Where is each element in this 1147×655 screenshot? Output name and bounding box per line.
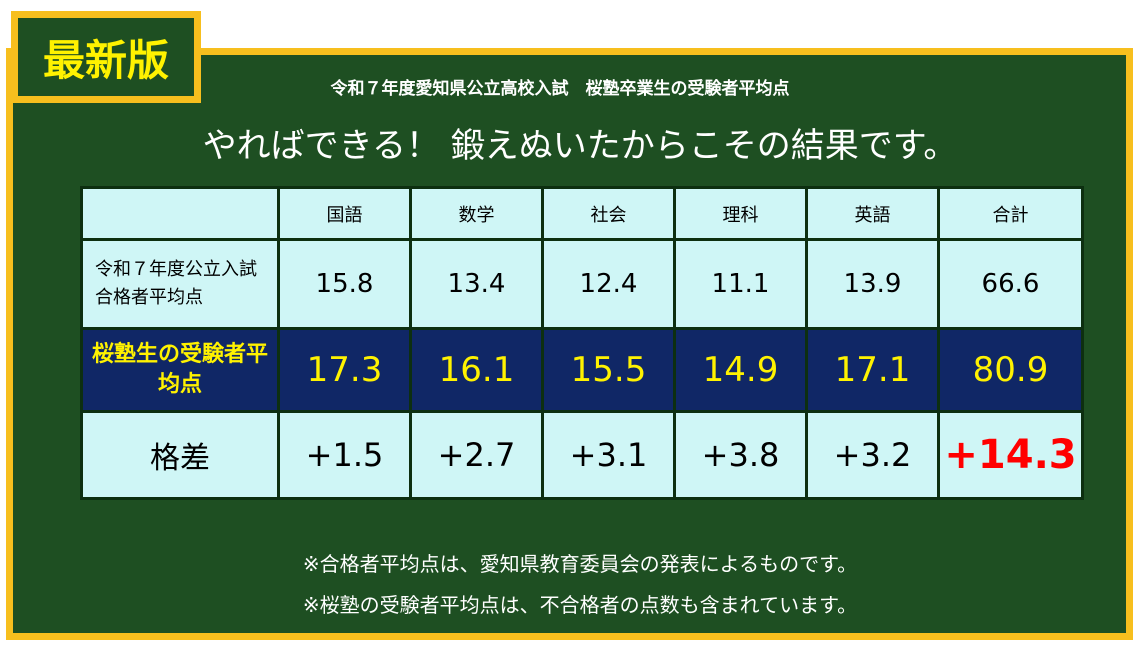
footnote-juku-average: ※桜塾の受験者平均点は、不合格者の点数も含まれています。	[302, 593, 858, 617]
diff-cell: +1.5	[277, 410, 412, 500]
score-cell: 13.4	[409, 238, 544, 330]
table-row-difference: 格差 +1.5 +2.7 +3.1 +3.8 +3.2 +14.3	[80, 410, 1084, 500]
score-cell: 11.1	[673, 238, 808, 330]
score-cell: 15.5	[541, 327, 676, 413]
header-english: 英語	[805, 186, 940, 241]
total-cell: 66.6	[937, 238, 1084, 330]
header-science: 理科	[673, 186, 808, 241]
table-row-juku-average: 桜塾生の受験者平均点 17.3 16.1 15.5 14.9 17.1 80.9	[80, 327, 1084, 413]
row-label: 桜塾生の受験者平均点	[80, 327, 280, 413]
diff-cell: +3.8	[673, 410, 808, 500]
score-cell: 12.4	[541, 238, 676, 330]
diff-cell: +3.2	[805, 410, 940, 500]
page-headline: やればできる！ 鍛えぬいたからこその結果です。	[202, 126, 958, 166]
table-row-passer-average: 令和７年度公立入試 合格者平均点 15.8 13.4 12.4 11.1 13.…	[80, 238, 1084, 330]
header-total: 合計	[937, 186, 1084, 241]
header-corner-cell	[80, 186, 280, 241]
score-cell: 16.1	[409, 327, 544, 413]
diff-cell: +2.7	[409, 410, 544, 500]
row-label: 令和７年度公立入試 合格者平均点	[80, 238, 280, 330]
page-subtitle: 令和７年度愛知県公立高校入試 桜塾卒業生の受験者平均点	[330, 79, 790, 99]
score-cell: 14.9	[673, 327, 808, 413]
latest-edition-badge: 最新版	[11, 11, 201, 103]
row-label: 格差	[80, 410, 280, 500]
table-header-row: 国語 数学 社会 理科 英語 合計	[80, 186, 1084, 241]
score-table: 国語 数学 社会 理科 英語 合計 令和７年度公立入試 合格者平均点 15.8 …	[80, 186, 1084, 500]
diff-cell: +3.1	[541, 410, 676, 500]
header-social: 社会	[541, 186, 676, 241]
score-cell: 17.1	[805, 327, 940, 413]
score-cell: 13.9	[805, 238, 940, 330]
score-cell: 15.8	[277, 238, 412, 330]
score-cell: 17.3	[277, 327, 412, 413]
total-diff-cell: +14.3	[937, 410, 1084, 500]
footnote-passer-average: ※合格者平均点は、愛知県教育委員会の発表によるものです。	[302, 552, 858, 576]
header-japanese: 国語	[277, 186, 412, 241]
header-math: 数学	[409, 186, 544, 241]
total-cell: 80.9	[937, 327, 1084, 413]
